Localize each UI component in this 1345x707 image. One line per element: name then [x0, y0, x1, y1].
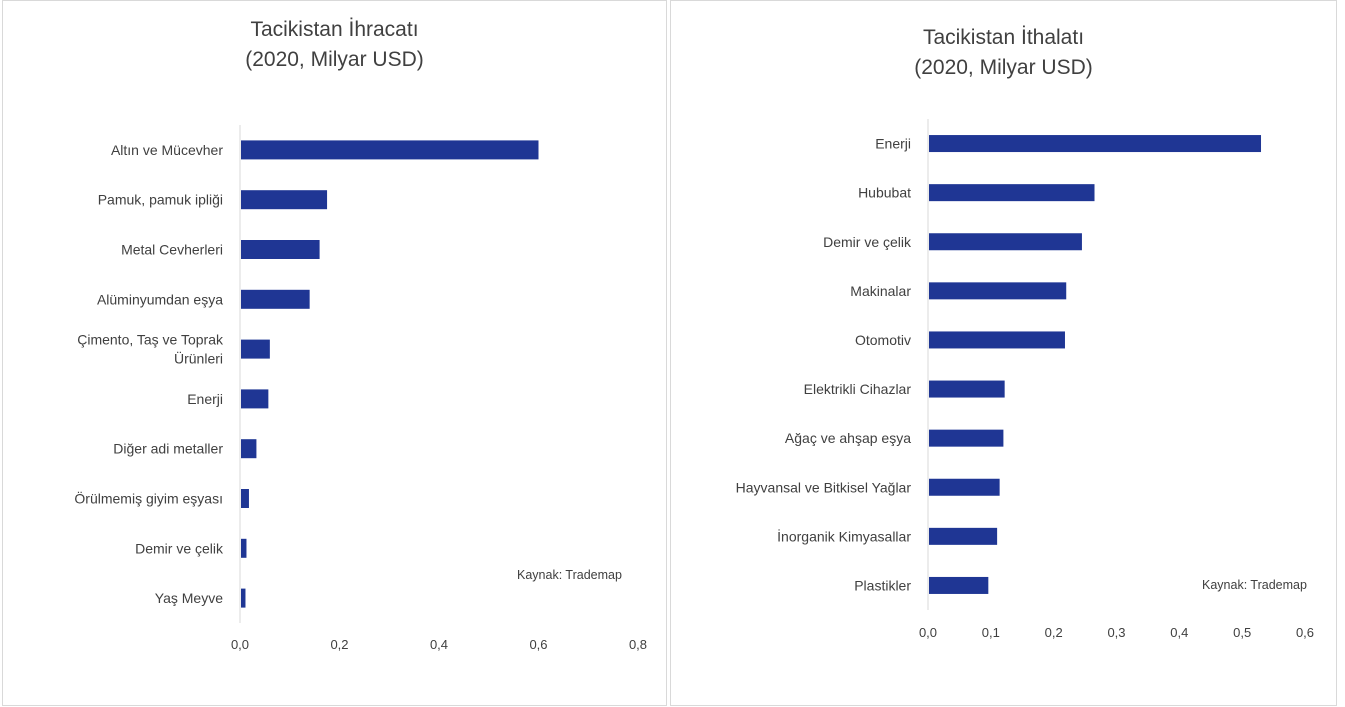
x-tick-label: 0,1 [982, 625, 1000, 640]
bar [929, 527, 998, 545]
category-label: Enerji [187, 391, 223, 407]
bar [929, 380, 1005, 398]
category-label: Çimento, Taş ve Toprak [77, 332, 224, 348]
category-label: Örülmemiş giyim eşyası [74, 490, 223, 507]
category-label: Hububat [858, 185, 911, 201]
x-tick-label: 0,4 [430, 637, 448, 652]
x-tick-label: 0,2 [1045, 625, 1063, 640]
source-note: Kaynak: Trademap [517, 568, 622, 582]
bar [241, 389, 269, 409]
category-label: Makinalar [850, 283, 911, 299]
bar [929, 331, 1065, 349]
x-tick-label: 0,8 [629, 637, 647, 652]
export-chart-title: Tacikistan İhracatı (2020, Milyar USD) [3, 15, 666, 75]
bar [241, 289, 310, 309]
category-label: Yaş Meyve [155, 590, 223, 606]
source-note: Kaynak: Trademap [1202, 578, 1307, 592]
category-label: Metal Cevherleri [121, 242, 223, 258]
export-bar-chart: Altın ve Mücevher Pamuk, pamuk ipliği Meta… [74, 125, 647, 652]
x-tick-label: 0,0 [919, 625, 937, 640]
chart-title: Tacikistan İthalatı [922, 26, 1085, 49]
bar [241, 190, 328, 210]
bar [241, 240, 320, 259]
category-label: Plastikler [854, 577, 911, 593]
x-tick-label: 0,2 [330, 637, 348, 652]
bar [929, 282, 1067, 300]
bar [929, 429, 1004, 447]
import-chart-title: Tacikistan İthalatı (2020, Milyar USD) [671, 23, 1336, 83]
category-label: Altın ve Mücevher [111, 142, 223, 158]
category-label: Demir ve çelik [135, 540, 224, 556]
x-tick-label: 0,4 [1170, 625, 1188, 640]
category-label: Diğer adi metaller [113, 441, 223, 457]
bar [929, 478, 1000, 496]
category-label: Alüminyumdan eşya [97, 291, 223, 307]
bar [241, 339, 270, 359]
bar [929, 576, 989, 594]
x-tick-label: 0,5 [1233, 625, 1251, 640]
category-label: Pamuk, pamuk ipliği [98, 192, 223, 208]
category-label: İnorganik Kimyasallar [777, 527, 911, 544]
chart-title: Tacikistan İhracatı [250, 18, 419, 41]
x-tick-label: 0,6 [1296, 625, 1314, 640]
bar [929, 233, 1082, 251]
category-label: Otomotiv [855, 332, 911, 348]
bar [929, 135, 1262, 153]
x-tick-label: 0,6 [529, 637, 547, 652]
export-chart-panel: Tacikistan İhracatı (2020, Milyar USD) A… [2, 0, 667, 706]
category-label: Elektrikli Cihazlar [804, 381, 912, 397]
category-label: Enerji [875, 136, 911, 152]
bar [241, 588, 246, 608]
x-tick-label: 0,0 [231, 637, 249, 652]
bar [929, 184, 1095, 202]
chart-subtitle: (2020, Milyar USD) [914, 56, 1093, 79]
bar [241, 538, 247, 558]
chart-subtitle: (2020, Milyar USD) [245, 48, 424, 71]
category-label: Hayvansal ve Bitkisel Yağlar [736, 479, 912, 495]
bar [241, 439, 257, 459]
import-bar-chart: Enerji Hububat Demir ve çelik Makinalar Otom… [736, 119, 1314, 640]
category-label: Demir ve çelik [823, 234, 912, 250]
bar [241, 140, 539, 160]
x-tick-label: 0,3 [1107, 625, 1125, 640]
category-label: Ağaç ve ahşap eşya [785, 430, 911, 446]
bar [241, 489, 249, 508]
category-label: Ürünleri [174, 350, 223, 367]
import-chart-panel: Tacikistan İthalatı (2020, Milyar USD) E… [670, 0, 1337, 706]
